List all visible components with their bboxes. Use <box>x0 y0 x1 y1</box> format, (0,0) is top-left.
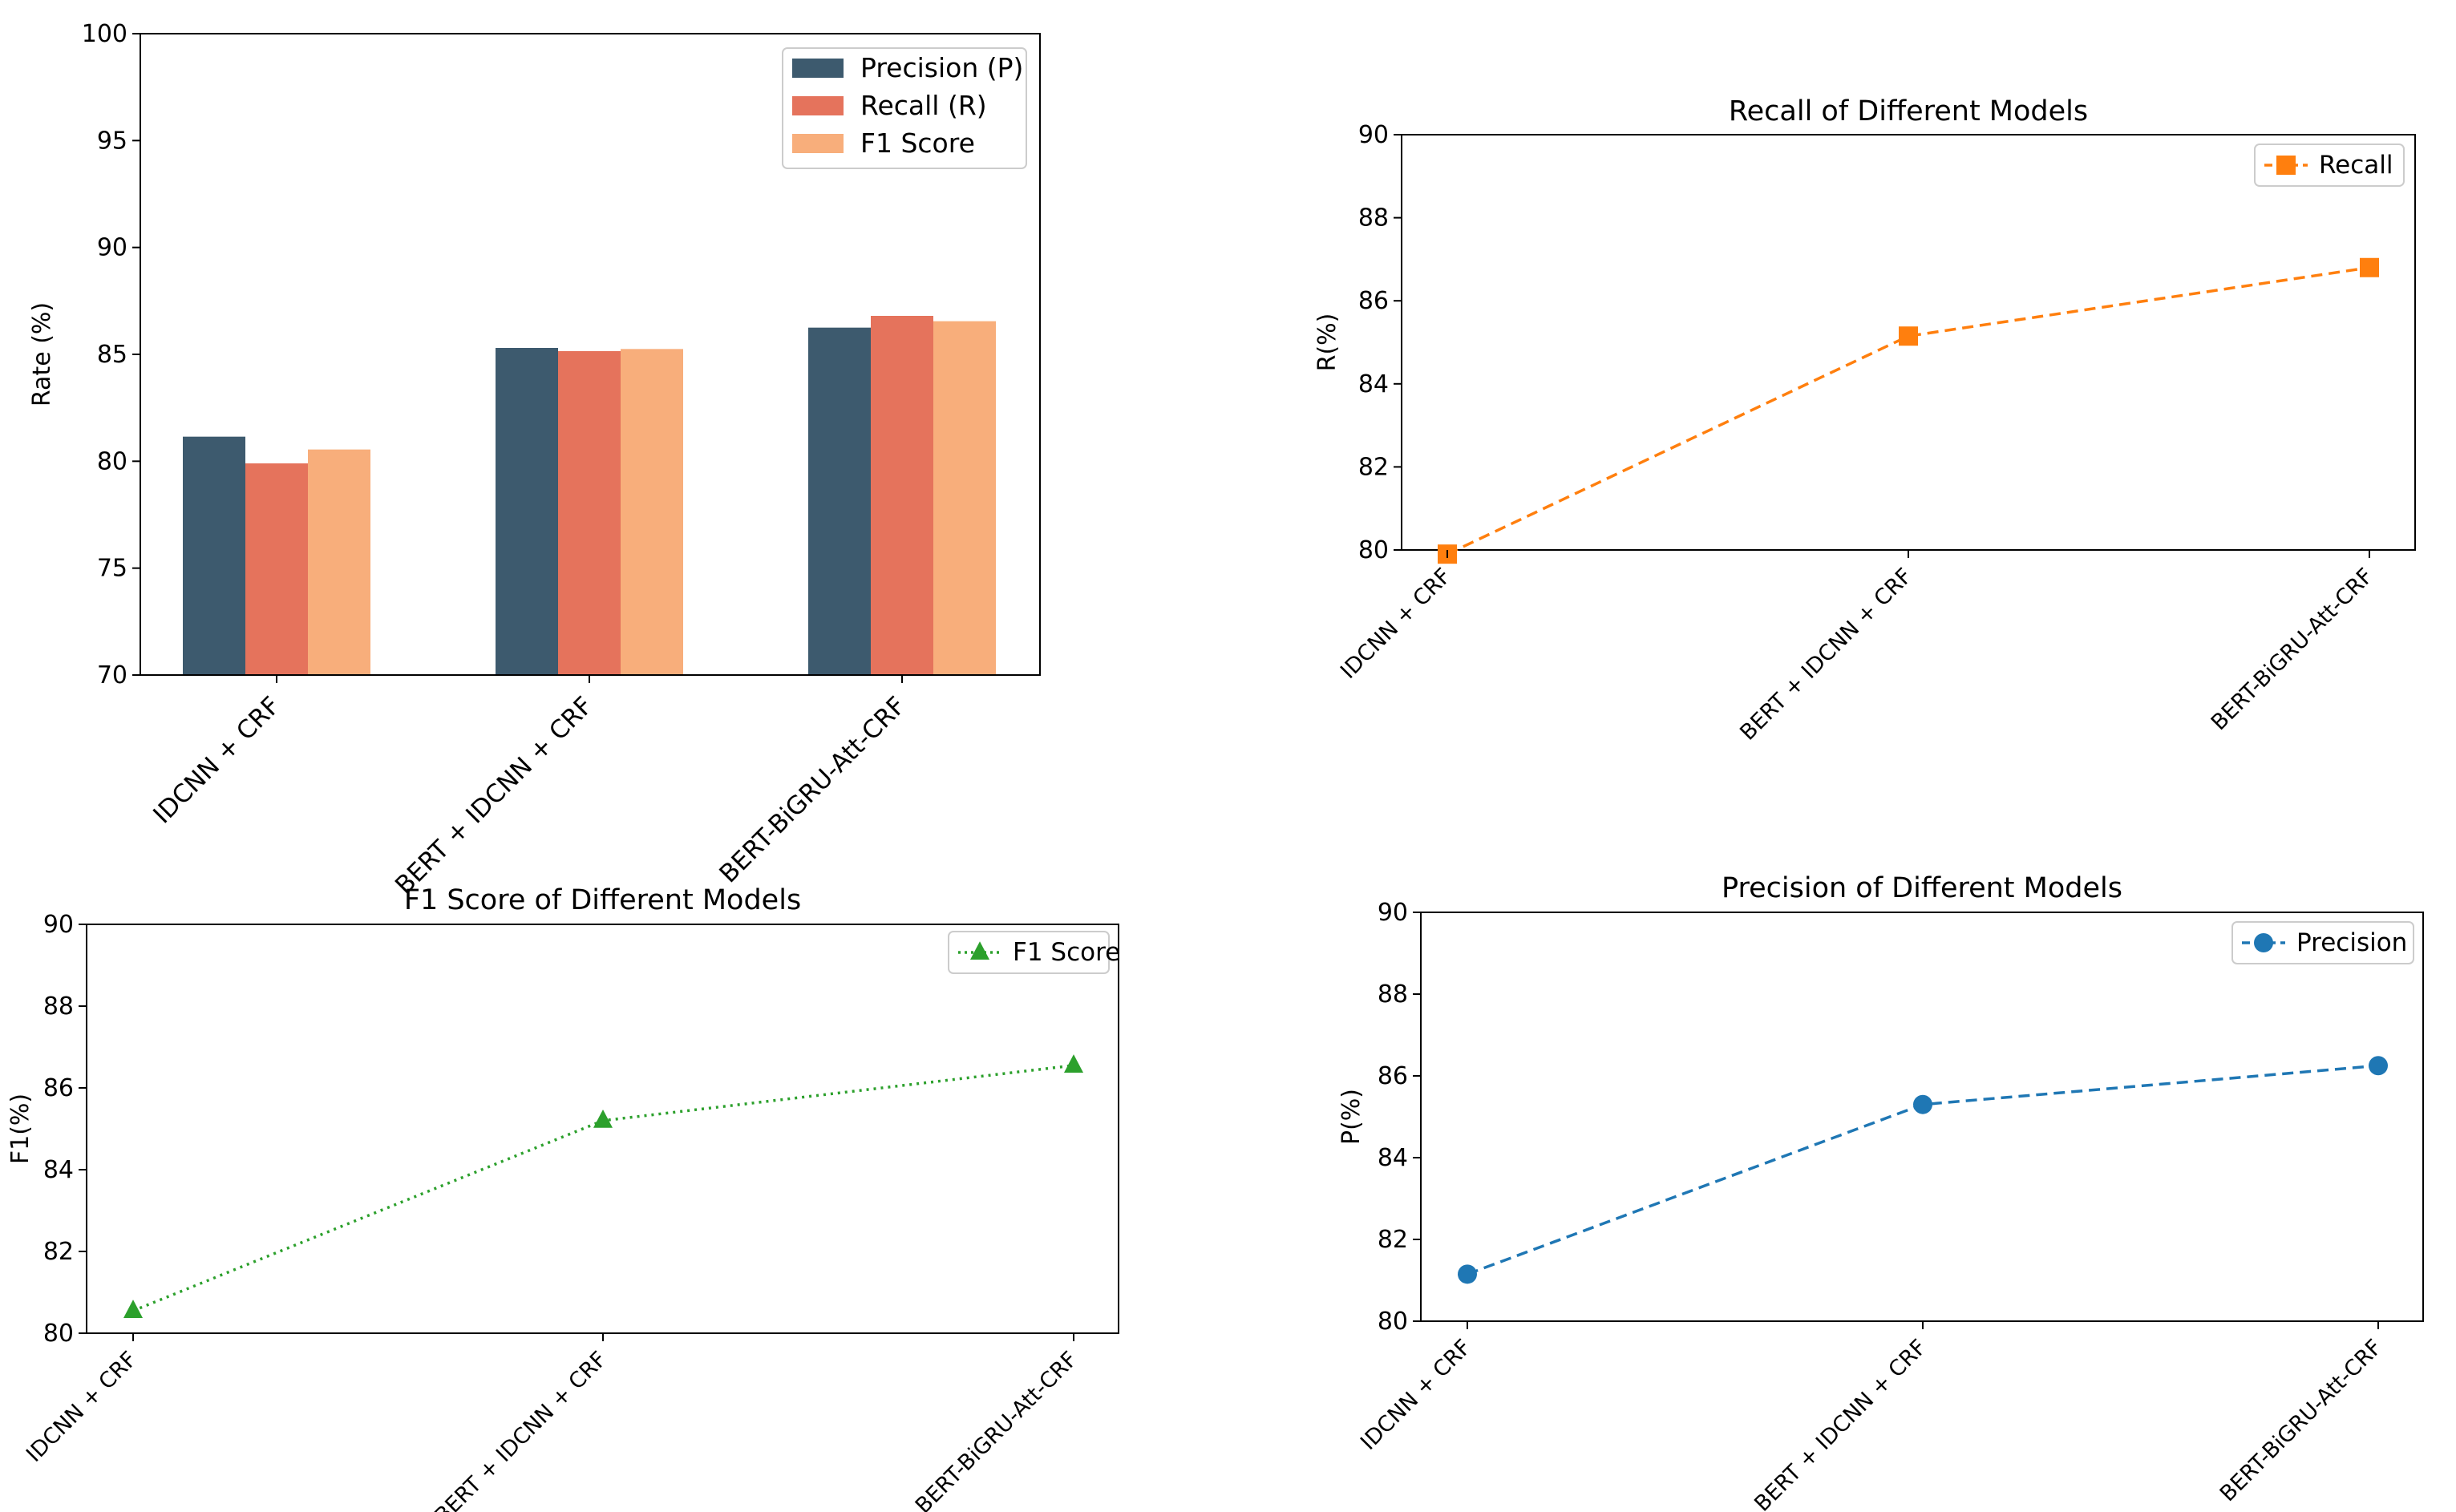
y-tick-label: 82 <box>1378 1226 1408 1254</box>
data-point-circle <box>1913 1094 1932 1114</box>
y-tick-label: 86 <box>1378 1062 1408 1090</box>
y-tick-label: 85 <box>97 341 127 369</box>
legend-label: Recall (R) <box>860 90 987 121</box>
x-tick-label: BERT-BiGRU-Att-CRF <box>714 691 911 888</box>
y-tick-label: 80 <box>97 447 127 475</box>
bar-recall-r <box>558 351 621 675</box>
x-tick-label: IDCNN + CRF <box>22 1347 142 1467</box>
y-tick-label: 86 <box>1358 287 1389 315</box>
bar-precision-p <box>808 327 871 675</box>
legend-swatch <box>792 96 844 115</box>
chart-title: Precision of Different Models <box>1722 872 2122 904</box>
bar-precision-p <box>183 436 245 675</box>
y-axis-label: P(%) <box>1337 1089 1366 1145</box>
legend-swatch <box>792 59 844 78</box>
x-tick-label: BERT + IDCNN + CRF <box>390 691 599 900</box>
y-axis-label: Rate (%) <box>28 302 56 406</box>
legend-marker-square <box>2276 156 2296 175</box>
bar-recall-r <box>871 316 933 675</box>
legend: Precision <box>2231 921 2414 964</box>
y-tick-label: 82 <box>1358 453 1389 481</box>
legend-box <box>2254 144 2405 187</box>
legend: Recall <box>2254 144 2405 187</box>
data-point-circle <box>1458 1264 1477 1284</box>
plot-frame <box>86 924 1119 1334</box>
y-tick-label: 88 <box>1378 980 1408 1009</box>
x-tick-label: BERT + IDCNN + CRF <box>1750 1335 1932 1512</box>
legend-label: Precision <box>2296 928 2407 957</box>
data-point-triangle <box>1064 1054 1083 1073</box>
bar-f1-score <box>308 449 370 675</box>
series-line <box>1446 266 2370 556</box>
y-tick-label: 84 <box>1358 370 1389 398</box>
x-tick-label: BERT-BiGRU-Att-CRF <box>2215 1335 2387 1506</box>
legend: F1 Score <box>948 931 1120 974</box>
legend-swatch <box>792 134 844 153</box>
y-tick-label: 80 <box>43 1320 74 1348</box>
y-tick-label: 84 <box>43 1156 74 1184</box>
legend-marker-circle <box>2254 933 2273 952</box>
y-tick-label: 86 <box>43 1074 74 1102</box>
x-tick-label: IDCNN + CRF <box>148 691 285 829</box>
legend-box <box>948 931 1110 974</box>
legend-box <box>2231 921 2414 964</box>
y-tick-label: 95 <box>97 127 127 155</box>
plot-frame <box>1420 912 2424 1322</box>
bar-recall-r <box>245 463 308 675</box>
legend-label: Precision (P) <box>860 52 1023 83</box>
x-tick-label: IDCNN + CRF <box>1356 1335 1476 1455</box>
y-tick-label: 75 <box>97 555 127 583</box>
y-axis-label: R(%) <box>1313 313 1341 372</box>
y-tick-label: 84 <box>1378 1144 1408 1172</box>
y-tick-label: 100 <box>82 20 127 48</box>
y-tick-label: 90 <box>1378 899 1408 927</box>
chart-panel-0: 70 75 80 85 90 95 100 Rate (%) IDCNN + CRF BERT +… <box>28 20 1041 900</box>
data-point-triangle <box>593 1110 613 1128</box>
data-point-square <box>1899 326 1918 346</box>
legend-label: F1 Score <box>1013 938 1120 967</box>
y-tick-label: 88 <box>43 993 74 1021</box>
bar-f1-score <box>933 321 996 675</box>
data-point-circle <box>2369 1056 2388 1076</box>
x-tick-label: BERT-BiGRU-Att-CRF <box>2207 564 2378 735</box>
y-tick-label: 80 <box>1378 1308 1408 1336</box>
legend-label: F1 Score <box>860 127 975 159</box>
legend-marker-triangle <box>970 941 989 960</box>
y-tick-label: 90 <box>1358 121 1389 149</box>
data-point-square <box>2360 257 2379 277</box>
chart-panel-2: 80 82 84 86 88 90 F1(%) F1 Score of Different M… <box>6 884 1120 1512</box>
data-point-triangle <box>123 1300 143 1318</box>
x-tick-label: BERT-BiGRU-Att-CRF <box>911 1347 1082 1512</box>
x-tick-label: BERT + IDCNN + CRF <box>1735 564 1917 746</box>
legend: Precision (P) Recall (R) F1 Score <box>782 47 1027 169</box>
bar-f1-score <box>621 349 683 675</box>
y-axis-label: F1(%) <box>6 1094 34 1164</box>
y-tick-label: 70 <box>97 661 127 689</box>
legend-label: Recall <box>2319 151 2393 180</box>
series-line <box>132 1064 1074 1312</box>
chart-title: F1 Score of Different Models <box>404 884 801 916</box>
y-tick-label: 88 <box>1358 204 1389 232</box>
chart-panel-3: 80 82 84 86 88 90 P(%) Precision of Different M… <box>1337 872 2424 1512</box>
y-tick-label: 90 <box>43 911 74 939</box>
bar-precision-p <box>496 348 558 675</box>
x-tick-label: IDCNN + CRF <box>1336 564 1456 684</box>
chart-panel-1: 80 82 84 86 88 90 R(%) Recall of Different Mode… <box>1313 95 2416 746</box>
y-tick-label: 82 <box>43 1238 74 1266</box>
y-tick-label: 90 <box>97 234 127 262</box>
x-tick-label: BERT + IDCNN + CRF <box>430 1347 612 1512</box>
chart-title: Recall of Different Models <box>1729 95 2088 127</box>
y-tick-label: 80 <box>1358 536 1389 564</box>
